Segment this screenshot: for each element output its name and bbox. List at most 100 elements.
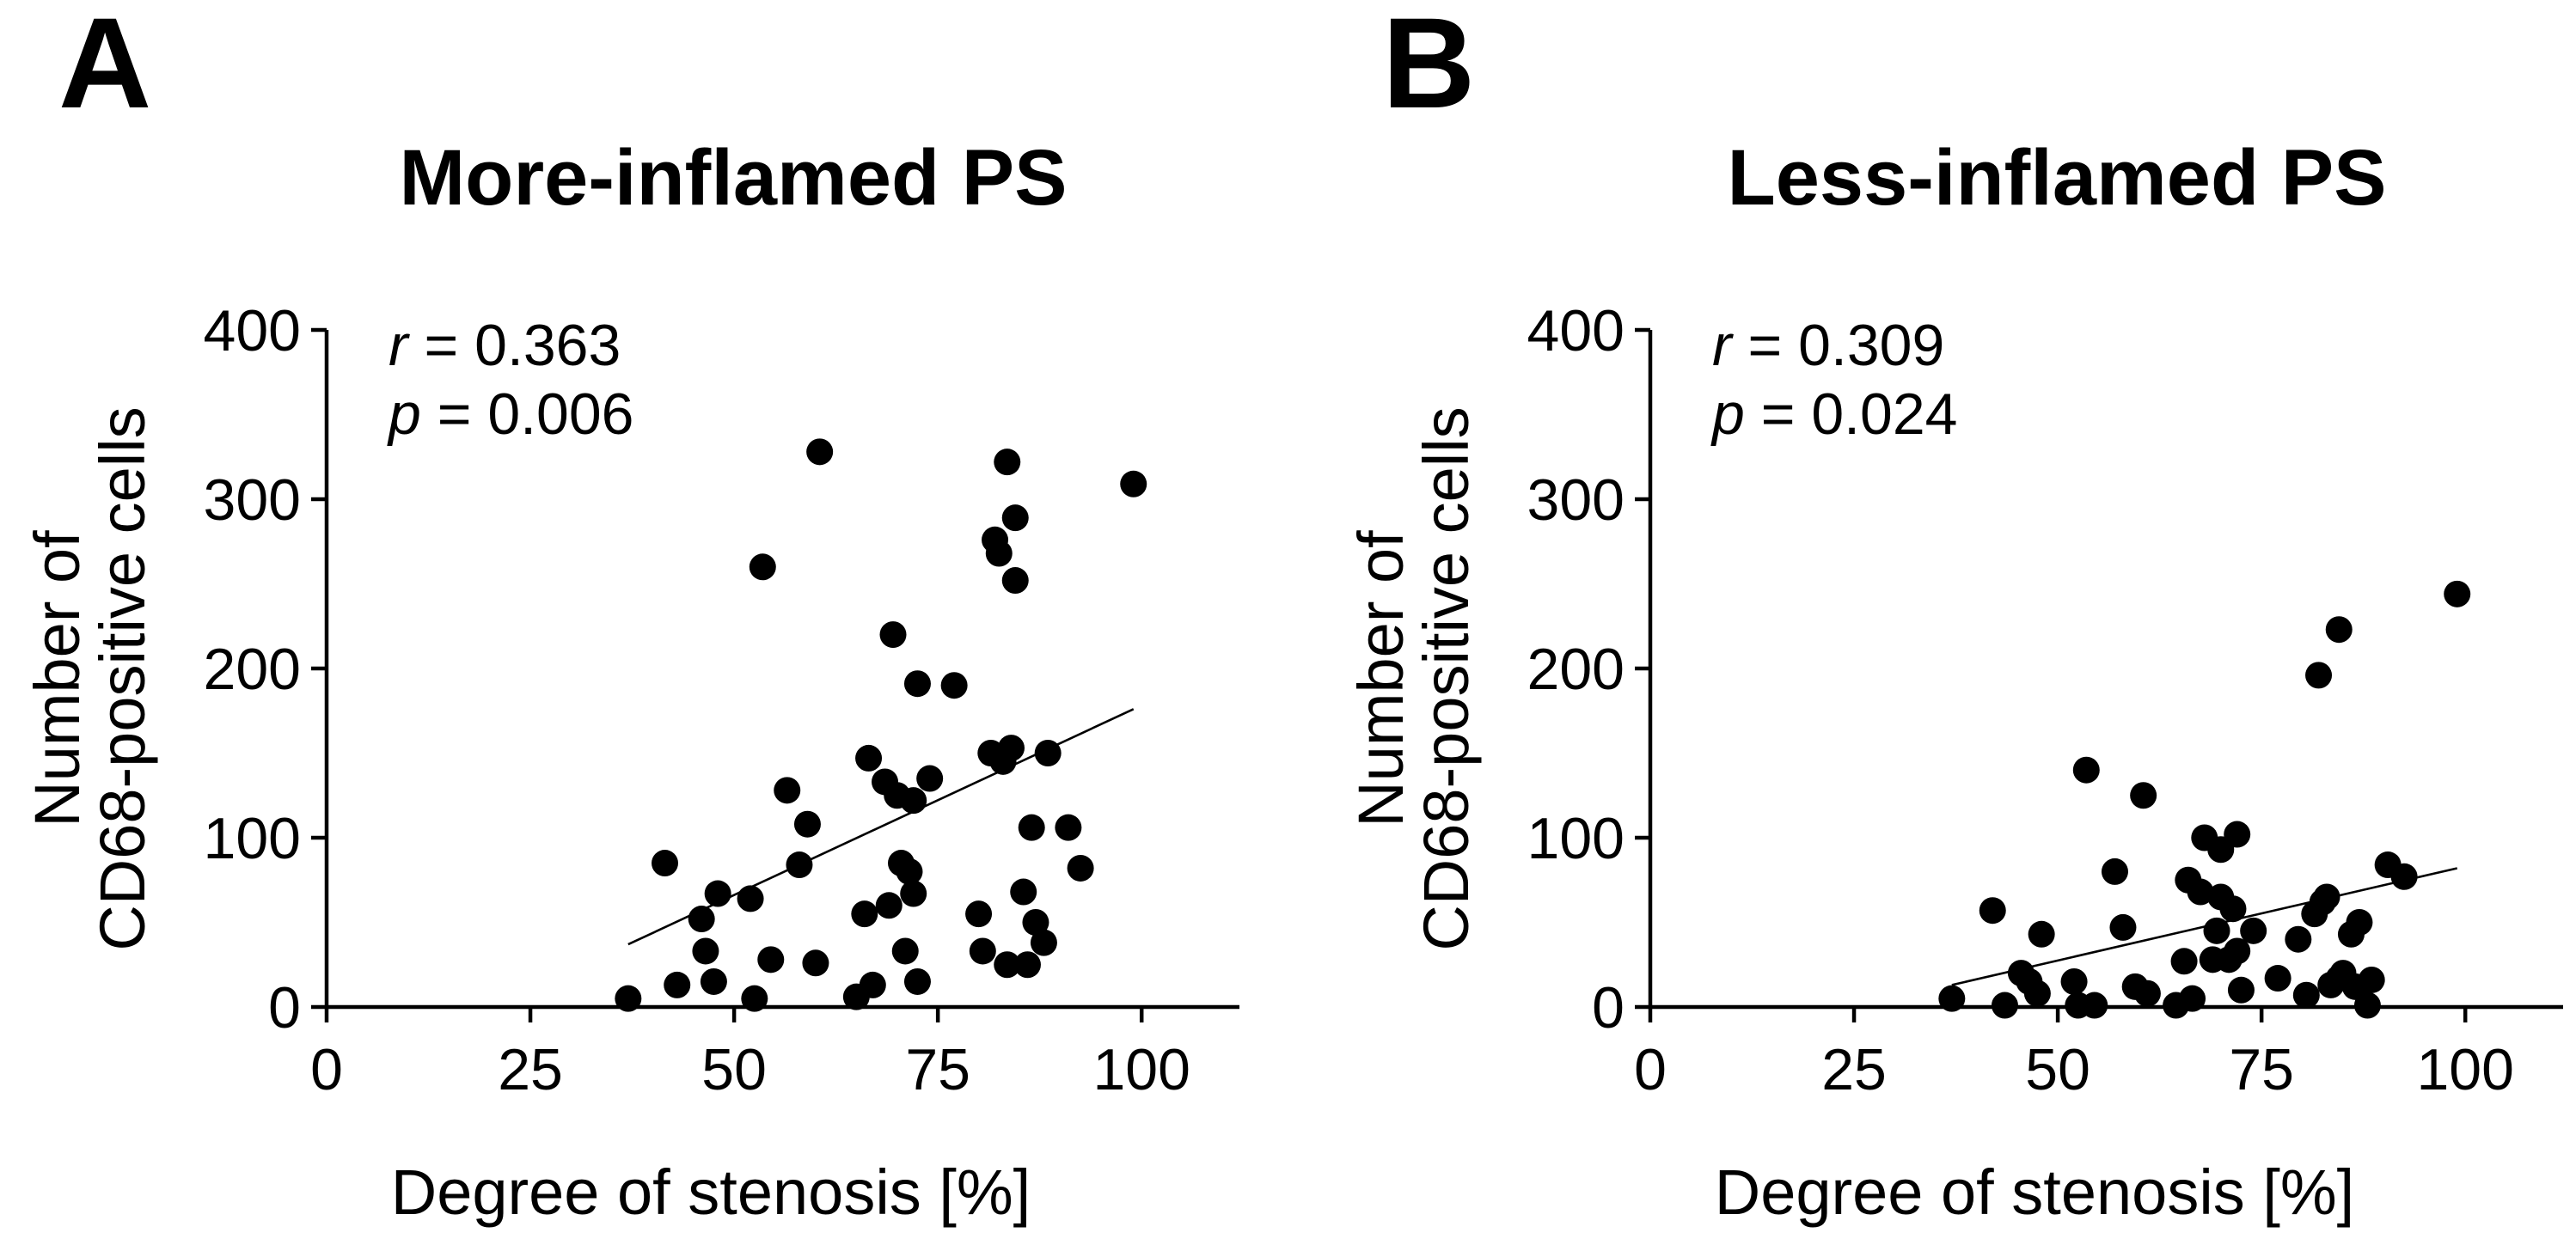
data-point [2109,913,2137,941]
data-point [896,857,923,885]
r-symbol: r [1712,313,1734,378]
data-point [2358,966,2385,993]
data-point [2313,883,2340,911]
data-point [2346,909,2373,936]
data-point [688,906,715,933]
data-point [1067,854,1094,882]
y-tick-label: 100 [204,806,301,871]
x-tick-label: 0 [1634,1037,1667,1102]
y-tick-label: 200 [204,637,301,702]
data-point [2203,917,2230,944]
data-point [851,900,878,928]
data-point [903,967,931,995]
x-tick-label: 75 [905,1037,970,1102]
data-point [652,850,679,877]
p-statistic: p = 0.024 [1710,381,1958,447]
data-point [900,880,927,907]
p-value: = 0.024 [1745,381,1958,447]
x-tick-label: 25 [498,1037,563,1102]
data-point [2224,937,2251,965]
y-axis-label-line-1: Number of [21,530,93,827]
data-point [806,438,834,466]
r-statistic: r = 0.309 [1712,313,1944,378]
data-point [940,672,968,699]
data-point [2325,616,2353,644]
data-point [2305,662,2333,689]
r-value: = 0.309 [1732,313,1945,378]
data-point [2133,980,2161,1007]
y-tick-label: 300 [1527,467,1625,533]
data-point [1991,992,2018,1019]
data-point [998,735,1025,762]
x-tick-label: 75 [2229,1037,2294,1102]
panel-letter: A [58,0,151,135]
data-point [2060,967,2088,995]
data-point [875,892,903,919]
data-point [1034,740,1062,766]
data-point [2240,917,2267,944]
data-point [2227,976,2255,1004]
y-tick-label: 400 [204,298,301,363]
data-point [774,777,801,804]
x-tick-label: 0 [310,1037,343,1102]
plot-area: 0 25 50 75 100 0 100 200 300 400 [204,298,1239,1102]
data-point [2130,782,2157,809]
data-point [737,885,764,912]
data-point [2170,948,2198,975]
data-point [1022,909,1049,936]
plot-area: 0 25 50 75 100 0 100 200 300 400 [1527,298,2563,1102]
x-axis-label: Degree of stenosis [%] [1715,1157,2354,1228]
y-tick-label: 300 [204,467,301,533]
y-axis-label-line-2: CD68-positive cells [1410,406,1482,950]
y-tick-label: 0 [268,975,301,1041]
data-point [664,971,691,998]
data-point [1979,897,2006,925]
data-point [891,937,919,965]
chart-title: Less-inflamed PS [1728,134,2387,222]
data-point [2264,965,2291,992]
panel-b: B Less-inflamed PS r = 0.309 p = 0.024 0… [1345,0,2563,1228]
data-point [1001,567,1029,595]
x-axis-label: Degree of stenosis [%] [391,1157,1031,1228]
data-point [903,670,931,698]
x-tick-label: 100 [2416,1037,2513,1102]
x-tick-label: 25 [1821,1037,1887,1102]
data-point [2224,821,2251,848]
data-point [802,949,829,977]
y-axis-label-line-2: CD68-positive cells [87,406,158,950]
p-symbol: p [387,381,421,447]
data-point [965,900,993,928]
data-point [969,937,996,965]
x-tick-label: 100 [1092,1037,1190,1102]
r-value: = 0.363 [408,313,621,378]
y-tick-label: 200 [1527,637,1625,702]
data-point [2390,863,2418,890]
data-point [704,880,731,907]
data-point [2353,992,2381,1019]
panel-a: A More-inflamed PS r = 0.363 p = 0.006 0… [21,0,1239,1228]
panel-letter: B [1382,0,1475,135]
y-tick-label: 100 [1527,806,1625,871]
data-point [994,951,1021,979]
data-point [1013,951,1041,979]
data-point [900,787,927,815]
r-symbol: r [389,313,410,378]
data-point [1018,814,1045,841]
data-point [855,744,883,772]
data-point [985,540,1013,567]
data-point [615,985,642,1012]
data-point [793,810,821,838]
data-point [2081,992,2108,1019]
data-point [2072,756,2100,784]
data-point [2179,985,2206,1012]
chart-title: More-inflamed PS [399,134,1067,222]
data-point [700,967,727,995]
data-point [786,851,813,879]
y-axis-label-line-1: Number of [1345,530,1416,827]
p-symbol: p [1710,381,1745,447]
data-point [2187,878,2214,906]
data-point [1055,814,1082,841]
data-point [1120,470,1147,497]
x-tick-label: 50 [2025,1037,2090,1102]
